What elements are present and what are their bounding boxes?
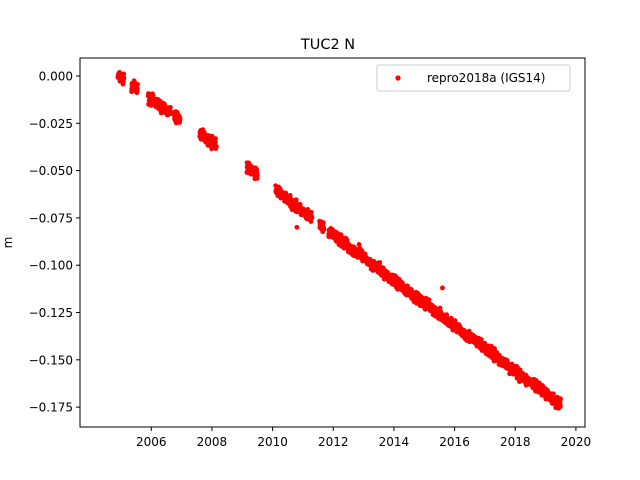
y-tick-label: −0.150 <box>29 353 73 367</box>
data-point <box>344 238 350 243</box>
data-point <box>168 105 173 110</box>
y-tick-label: −0.175 <box>29 401 73 415</box>
data-point <box>254 167 260 173</box>
data-point <box>437 305 443 311</box>
legend-marker <box>395 75 401 81</box>
data-point <box>121 71 127 77</box>
plot-area <box>115 69 563 411</box>
data-point <box>377 260 383 265</box>
data-point <box>177 116 183 122</box>
x-tick-label: 2008 <box>197 435 228 449</box>
y-tick-label: −0.125 <box>29 306 73 320</box>
y-tick-label: −0.050 <box>29 164 73 178</box>
data-point <box>426 297 432 303</box>
data-point <box>213 143 219 149</box>
data-point <box>121 75 127 81</box>
x-tick-label: 2016 <box>439 435 470 449</box>
x-tick-label: 2018 <box>500 435 531 449</box>
data-point <box>557 403 563 409</box>
x-tick-label: 2012 <box>318 435 349 449</box>
data-point <box>294 224 300 230</box>
data-point <box>308 209 314 215</box>
data-point <box>297 201 303 207</box>
y-axis: 0.000 −0.025 −0.050 −0.075 −0.100 −0.125 −0.15… <box>29 69 80 415</box>
data-point <box>135 82 140 87</box>
y-tick-label: −0.100 <box>29 259 73 273</box>
data-point <box>150 93 156 98</box>
chart-title: TUC2 N <box>300 37 355 53</box>
legend-box <box>376 64 571 92</box>
y-tick-label: −0.025 <box>29 117 73 131</box>
y-axis-label: m <box>1 237 15 249</box>
x-axis: 2006 2008 2010 2012 2014 2016 2018 2020 <box>136 427 591 449</box>
data-point <box>254 173 260 179</box>
x-tick-label: 2010 <box>257 435 288 449</box>
data-point <box>338 232 344 238</box>
data-point <box>309 215 315 221</box>
data-point <box>440 285 445 291</box>
data-point <box>558 396 563 402</box>
x-tick-label: 2014 <box>379 435 410 449</box>
y-tick-label: 0.000 <box>39 69 73 83</box>
data-point <box>356 241 362 247</box>
legend: repro2018a (IGS14) <box>376 64 571 92</box>
y-tick-label: −0.075 <box>29 211 73 225</box>
legend-label: repro2018a (IGS14) <box>427 71 545 85</box>
x-tick-label: 2006 <box>136 435 167 449</box>
data-point <box>213 136 219 142</box>
plot-frame <box>79 57 586 428</box>
data-point <box>321 226 327 232</box>
data-point <box>321 220 326 226</box>
data-point <box>134 86 140 92</box>
data-point <box>213 140 218 145</box>
x-tick-label: 2020 <box>561 435 592 449</box>
